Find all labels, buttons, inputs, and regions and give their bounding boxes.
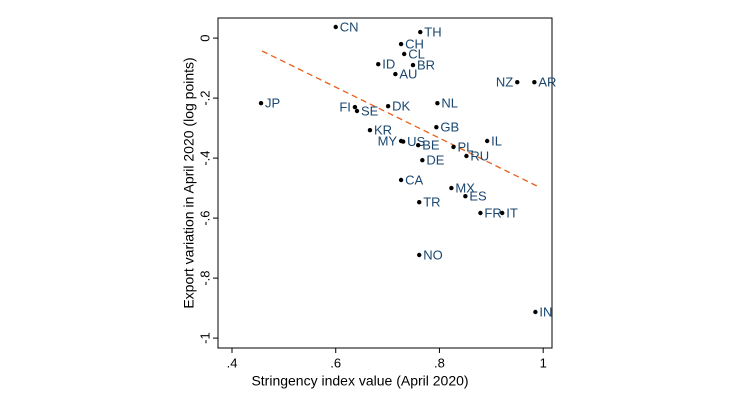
point-label: GB — [440, 120, 459, 135]
point — [410, 62, 416, 68]
point-label: JP — [265, 96, 280, 111]
x-tick-label: .6 — [330, 355, 341, 370]
point — [376, 61, 381, 67]
point-label: SE — [361, 103, 379, 118]
point-label: RU — [470, 148, 489, 163]
point — [500, 210, 505, 216]
point-label: MX — [455, 181, 475, 196]
point-label: BR — [417, 58, 435, 73]
point-label: TR — [423, 195, 440, 210]
x-axis-title: Stringency index value (April 2020) — [251, 373, 468, 389]
point — [333, 24, 338, 30]
y-tick-label: 0 — [197, 34, 212, 41]
point — [532, 80, 537, 85]
point — [417, 252, 422, 258]
y-tick-label: -.4 — [197, 151, 212, 166]
point-label: NL — [441, 96, 458, 111]
point-label: PL — [457, 139, 473, 154]
point — [401, 51, 407, 57]
point — [478, 210, 483, 216]
point-label: IN — [539, 304, 552, 319]
point-label: CA — [405, 172, 423, 187]
point — [398, 177, 404, 183]
point — [417, 200, 422, 205]
point — [464, 153, 469, 159]
point — [354, 108, 360, 114]
x-tick-label: 1 — [540, 355, 547, 370]
point-label: DE — [426, 153, 444, 168]
point — [367, 128, 373, 133]
point — [449, 185, 454, 191]
point — [463, 194, 468, 199]
point-label: KR — [374, 123, 392, 138]
point — [533, 309, 538, 315]
point — [398, 41, 404, 47]
point-label: CL — [408, 46, 425, 61]
point-label: FI — [339, 100, 351, 115]
point-label: NO — [423, 247, 443, 262]
point-label: CN — [340, 19, 359, 34]
point — [515, 80, 520, 85]
point — [400, 139, 406, 144]
point-label: IT — [506, 205, 518, 220]
point-label: DK — [392, 99, 410, 114]
point-label: IL — [491, 133, 502, 148]
x-tick-label: .4 — [227, 355, 238, 370]
point — [451, 144, 456, 150]
point — [415, 143, 421, 148]
point — [258, 101, 264, 106]
y-tick-label: -1 — [197, 332, 212, 344]
point — [393, 71, 398, 77]
plot-frame — [217, 17, 553, 349]
y-tick-label: -.8 — [197, 271, 212, 286]
point-label: MY — [378, 133, 398, 148]
point — [484, 138, 490, 144]
point — [435, 101, 440, 106]
point-label: TH — [424, 25, 441, 40]
point — [434, 125, 439, 130]
point — [420, 158, 425, 163]
point-label: BE — [422, 138, 440, 153]
x-tick-label: .8 — [434, 355, 445, 370]
point-label: ES — [469, 189, 487, 204]
y-tick-label: -.6 — [197, 211, 212, 226]
point — [418, 29, 423, 35]
fit-line — [261, 50, 538, 187]
point-label: US — [407, 134, 425, 149]
point — [385, 104, 391, 109]
point-label: ID — [382, 57, 395, 72]
point-label: AR — [538, 75, 556, 90]
point — [352, 104, 358, 110]
point-label: CH — [405, 37, 424, 52]
point-label: AU — [399, 67, 417, 82]
y-axis-title: Export variation in April 2020 (log poin… — [181, 57, 197, 308]
point-label: NZ — [496, 75, 513, 90]
y-tick-label: -.2 — [197, 91, 212, 106]
point-label: FR — [484, 205, 501, 220]
